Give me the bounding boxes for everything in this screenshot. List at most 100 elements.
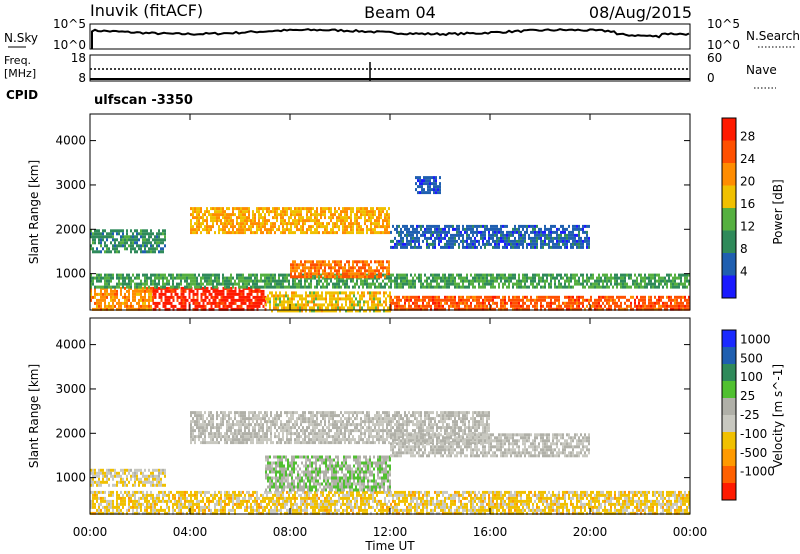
power-cell [292, 269, 294, 273]
velocity-cell [168, 505, 170, 509]
power-cell [658, 298, 660, 302]
power-cell [566, 245, 568, 249]
power-cell [450, 245, 452, 249]
power-cell [394, 227, 396, 231]
power-cell [666, 279, 668, 283]
velocity-cell [290, 499, 292, 503]
power-cell [341, 297, 343, 301]
power-cell [598, 279, 600, 283]
velocity-cell [222, 499, 224, 503]
velocity-cell [228, 490, 230, 494]
power-cell [104, 229, 106, 233]
power-cell [232, 222, 234, 226]
power-cell [96, 307, 98, 311]
power-cell [502, 233, 504, 237]
velocity-cell [242, 499, 244, 503]
power-cell [90, 232, 92, 236]
power-cell [198, 213, 200, 217]
power-cell [296, 228, 298, 232]
power-cell [106, 292, 108, 296]
power-cell [112, 238, 114, 242]
power-cell [279, 303, 281, 307]
power-cell [212, 219, 214, 223]
power-cell [208, 292, 211, 296]
power-cell [290, 213, 292, 217]
power-cell [650, 307, 652, 311]
power-cell [339, 291, 341, 295]
power-cell [242, 298, 245, 302]
power-cell [347, 297, 349, 301]
power-cell [396, 301, 398, 305]
velocity-cell [178, 508, 180, 512]
power-cell [218, 289, 221, 293]
power-cell [332, 222, 334, 226]
power-cell [536, 233, 538, 237]
power-cell [656, 298, 658, 302]
velocity-cell [202, 496, 204, 500]
power-cell [356, 275, 358, 279]
power-cell [544, 230, 546, 234]
power-ytick-label: 4000 [55, 134, 86, 148]
power-cell [434, 295, 436, 299]
power-cell [126, 229, 128, 233]
power-cell [300, 275, 302, 279]
velocity-cell [156, 502, 158, 506]
power-cell [302, 225, 304, 229]
power-cell [530, 224, 532, 228]
power-cell [294, 266, 296, 270]
power-cell [642, 301, 644, 305]
power-cell [564, 279, 566, 283]
power-cell [612, 295, 614, 299]
power-cell [634, 301, 636, 305]
power-cell [158, 229, 160, 233]
velocity-cell [282, 505, 284, 509]
power-cell [562, 224, 564, 228]
power-cell [326, 275, 328, 279]
power-cell [128, 273, 130, 277]
power-cell [340, 222, 342, 226]
power-cell [406, 307, 408, 311]
power-cell [418, 230, 420, 234]
power-cell [148, 241, 150, 245]
power-cell [458, 245, 460, 249]
power-cell [482, 282, 484, 286]
power-cell [506, 307, 508, 311]
power-cell [230, 289, 233, 293]
power-cell [634, 304, 636, 308]
power-cell [506, 301, 508, 305]
power-cell [528, 285, 530, 289]
power-cell [427, 176, 429, 180]
power-cell [404, 227, 406, 231]
power-cell [318, 269, 320, 273]
power-cell [252, 282, 254, 286]
power-cell [236, 231, 238, 235]
power-cell [554, 236, 556, 240]
velocity-cell [280, 511, 282, 515]
velocity-cell [102, 511, 104, 515]
power-cell [460, 285, 462, 289]
power-cell [232, 276, 234, 280]
power-cell [200, 276, 202, 280]
power-cell [271, 294, 273, 298]
velocity-cell [256, 490, 258, 494]
velocity-cell [102, 496, 104, 500]
velocity-cell [128, 508, 130, 512]
velocity-cell [288, 499, 290, 503]
power-cell [364, 275, 366, 279]
velocity-cell [232, 496, 234, 500]
power-cell [266, 219, 268, 223]
power-cell [360, 275, 362, 279]
power-cell [281, 300, 283, 304]
power-cell [482, 304, 484, 308]
power-cell [364, 216, 366, 220]
power-cell [378, 216, 380, 220]
power-cell [298, 228, 300, 232]
power-cell [218, 301, 221, 305]
power-cell [588, 285, 590, 289]
power-cell [248, 210, 250, 214]
power-cell [432, 224, 434, 228]
power-cell [496, 245, 498, 249]
power-cell [294, 260, 296, 264]
power-cell [558, 301, 560, 305]
power-cell [518, 304, 520, 308]
